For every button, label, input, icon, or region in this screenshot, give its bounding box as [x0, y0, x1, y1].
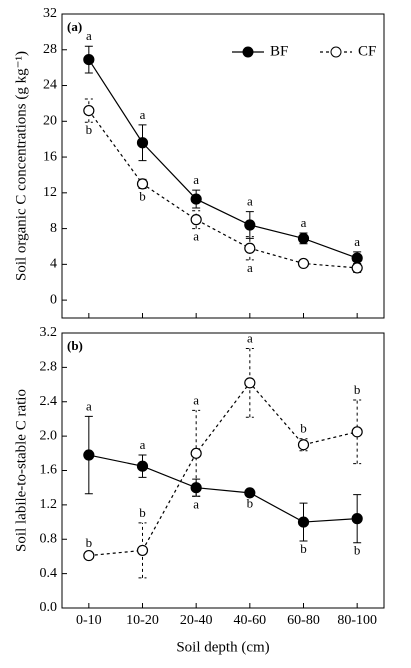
y-axis-label: Soil organic C concentrations (g kg⁻¹) — [13, 51, 29, 281]
significance-letter: a — [86, 398, 92, 413]
series-line — [88, 454, 358, 523]
point — [136, 178, 149, 190]
series-line — [88, 59, 358, 259]
point — [190, 214, 202, 226]
significance-letter: b — [300, 421, 307, 436]
y-tick-label: 24 — [43, 78, 57, 93]
error-bar — [138, 522, 147, 579]
y-tick-label: 2.0 — [40, 428, 58, 443]
significance-letter: a — [193, 172, 199, 187]
y-axis-label: Soil labile-to-stable C ratio — [13, 389, 29, 552]
point — [297, 439, 310, 451]
y-tick-label: 0.0 — [40, 600, 58, 615]
y-tick-label: 0.4 — [40, 566, 58, 581]
significance-letter: a — [140, 107, 146, 122]
significance-letter: b — [300, 541, 307, 556]
legend-label: BF — [270, 43, 288, 59]
y-tick-label: 2.8 — [40, 360, 58, 375]
y-tick-label: 2.4 — [40, 394, 58, 409]
point — [351, 262, 363, 274]
point — [244, 377, 256, 389]
point — [297, 232, 310, 245]
significance-letter: b — [139, 188, 146, 203]
x-axis-label: Soil depth (cm) — [176, 639, 269, 655]
point — [297, 516, 310, 528]
point — [136, 544, 149, 557]
x-tick-label: 60-80 — [287, 613, 320, 628]
panel-label: (b) — [67, 338, 83, 353]
significance-letter: b — [354, 382, 361, 397]
panel-label: (a) — [67, 19, 82, 34]
series-line — [88, 381, 358, 557]
significance-letter: a — [354, 234, 360, 249]
y-tick-label: 8 — [50, 221, 57, 236]
y-tick-label: 4 — [50, 257, 57, 272]
significance-letter: a — [301, 215, 307, 230]
significance-letter: b — [139, 505, 146, 520]
y-tick-label: 0 — [50, 292, 57, 307]
legend-marker — [242, 46, 254, 58]
point — [83, 449, 95, 461]
x-tick-label: 40-60 — [233, 613, 266, 628]
x-tick-label: 10-20 — [126, 613, 159, 628]
point — [297, 257, 310, 270]
point — [190, 447, 202, 459]
significance-letter: b — [354, 543, 361, 558]
error-bar — [245, 236, 254, 261]
point — [190, 193, 202, 205]
plot-frame — [61, 13, 385, 319]
significance-letter: a — [193, 496, 199, 511]
significance-letter: b — [86, 122, 93, 137]
point — [136, 137, 149, 149]
plot-frame — [61, 332, 385, 609]
point — [351, 513, 363, 525]
y-tick-label: 1.2 — [40, 497, 58, 512]
significance-letter: a — [193, 229, 199, 244]
y-tick-label: 0.8 — [40, 531, 58, 546]
y-tick-label: 32 — [43, 6, 57, 21]
point — [244, 487, 256, 499]
error-bar — [84, 98, 93, 123]
significance-letter: a — [247, 330, 253, 345]
significance-letter: b — [86, 535, 93, 550]
point — [351, 252, 363, 264]
significance-letter: a — [247, 260, 253, 275]
series-line — [88, 110, 358, 269]
legend-marker — [330, 46, 342, 58]
significance-letter: a — [86, 28, 92, 43]
point — [136, 460, 149, 472]
y-tick-label: 28 — [43, 42, 57, 57]
y-tick-label: 20 — [43, 114, 57, 129]
x-tick-label: 0-10 — [76, 613, 102, 628]
x-tick-label: 20-40 — [180, 613, 213, 628]
significance-letter: a — [247, 194, 253, 209]
significance-letter: b — [247, 495, 254, 510]
point — [244, 242, 256, 254]
point — [244, 219, 256, 231]
point — [83, 549, 95, 562]
point — [351, 426, 363, 438]
point — [83, 104, 95, 117]
y-tick-label: 16 — [43, 149, 57, 164]
error-bar — [245, 347, 254, 418]
y-tick-label: 3.2 — [40, 325, 58, 340]
y-tick-label: 12 — [43, 185, 57, 200]
significance-letter: a — [193, 392, 199, 407]
significance-letter: a — [140, 437, 146, 452]
x-tick-label: 80-100 — [337, 613, 377, 628]
y-tick-label: 1.6 — [40, 463, 58, 478]
point — [83, 53, 95, 66]
legend-label: CF — [358, 43, 376, 59]
